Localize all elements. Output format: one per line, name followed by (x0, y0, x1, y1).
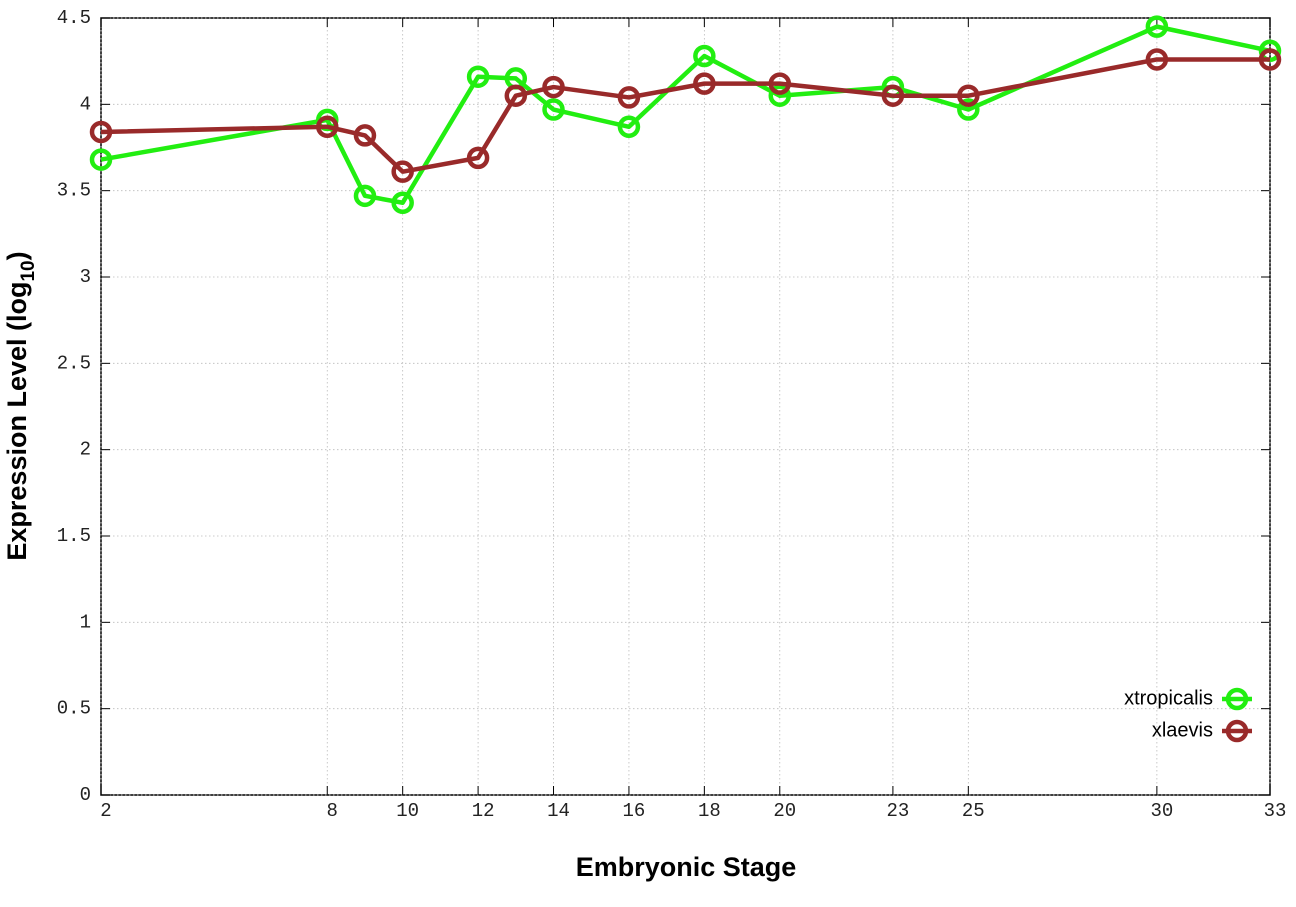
x-tick-label: 12 (472, 800, 495, 822)
data-point (466, 146, 490, 170)
data-point (391, 160, 414, 183)
x-tick-label: 20 (773, 800, 796, 822)
data-point (1258, 48, 1282, 71)
y-axis-title: Expression Level (log10) (2, 251, 39, 560)
y-tick-label: 3 (80, 266, 91, 288)
x-tick-label: 25 (962, 800, 985, 822)
y-tick-label: 4 (80, 93, 91, 115)
data-point (316, 115, 339, 139)
x-tick-label: 10 (396, 800, 419, 822)
y-tick-label: 2 (80, 439, 91, 461)
x-tick-label: 30 (1150, 800, 1173, 822)
x-tick-label: 23 (886, 800, 909, 822)
x-tick-label: 33 (1264, 800, 1287, 822)
x-tick-label: 16 (623, 800, 646, 822)
y-axis-title-subscript: 10 (18, 260, 39, 281)
y-tick-label: 0.5 (57, 698, 91, 720)
plot-frame (100, 17, 1271, 796)
legend-marker (1225, 687, 1249, 711)
data-point (89, 120, 113, 144)
data-point (1145, 48, 1169, 71)
x-tick-label: 2 (100, 800, 111, 822)
data-point (1145, 15, 1169, 38)
data-point (353, 184, 377, 208)
data-point (693, 44, 716, 68)
data-point (89, 148, 113, 171)
data-point (542, 98, 565, 121)
data-point (617, 115, 641, 139)
y-tick-label: 0 (80, 784, 91, 806)
data-point (693, 72, 716, 95)
data-point (768, 84, 792, 107)
series-line (100, 24, 1271, 206)
y-tick-label: 2.5 (57, 352, 91, 374)
data-point (391, 191, 414, 215)
x-axis-title: Embryonic Stage (576, 852, 797, 882)
data-point (617, 86, 641, 109)
y-tick-label: 4.5 (57, 7, 91, 29)
data-point (504, 84, 528, 107)
data-point (881, 84, 905, 107)
y-tick-label: 1 (80, 611, 91, 633)
data-point (353, 124, 377, 147)
legend-label: xlaevis (1152, 719, 1213, 741)
x-tick-label: 8 (327, 800, 338, 822)
data-point (957, 98, 980, 121)
x-tick-label: 18 (698, 800, 721, 822)
legend-label: xtropicalis (1124, 687, 1213, 709)
y-tick-label: 3.5 (57, 180, 91, 202)
y-axis-title-text: Expression Level (log (2, 282, 32, 561)
legend-marker (1225, 719, 1249, 743)
y-axis-title-suffix: ) (2, 251, 32, 260)
data-point (768, 72, 792, 95)
y-tick-label: 1.5 (57, 525, 91, 547)
data-point (466, 65, 490, 88)
data-point (957, 84, 980, 107)
x-tick-label: 14 (547, 800, 570, 822)
data-point (542, 75, 565, 99)
